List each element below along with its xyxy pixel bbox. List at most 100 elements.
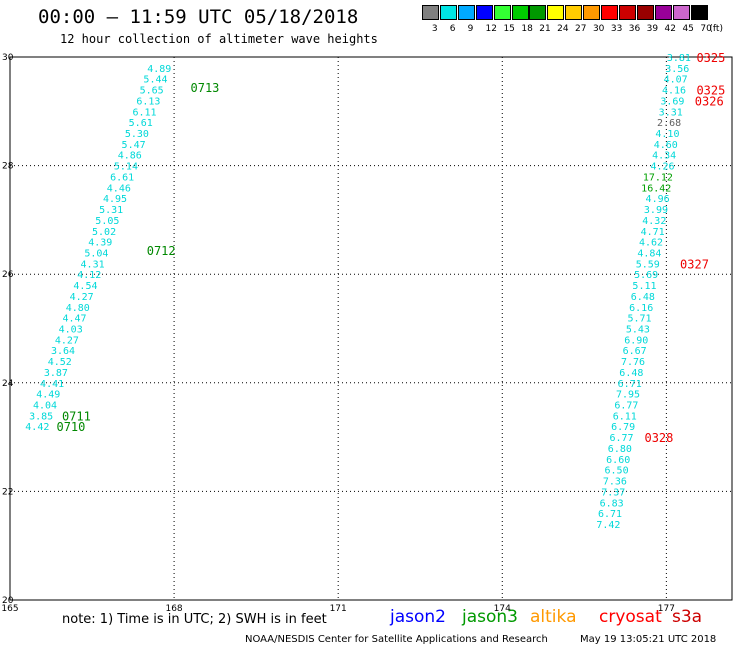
legend-swatch	[690, 5, 708, 20]
wave-height-label: 6.11	[613, 411, 637, 422]
wave-height-label: 4.62	[639, 238, 663, 249]
legend-label: 70	[700, 24, 712, 34]
wave-height-label: 4.46	[107, 183, 131, 194]
wave-height-label: 3.87	[44, 368, 68, 379]
wave-height-label: 3.69	[660, 96, 684, 107]
wave-height-label: 5.65	[140, 86, 164, 97]
wave-height-label: 4.60	[654, 140, 678, 151]
wave-height-label: 4.80	[66, 303, 90, 314]
y-tick-label: 20	[2, 596, 14, 606]
legend-unit: (ft)	[709, 24, 723, 34]
wave-height-label: 3.81	[667, 53, 691, 64]
wave-height-label: 4.27	[70, 292, 94, 303]
y-tick-label: 30	[2, 53, 14, 63]
wave-height-label: 4.27	[55, 335, 79, 346]
x-tick-label: 174	[494, 604, 511, 614]
pass-time-label: 0325	[696, 51, 725, 65]
satellite-jason3: jason3	[462, 607, 518, 627]
legend-label: 12	[485, 24, 497, 34]
wave-height-label: 3.31	[659, 107, 683, 118]
legend-label: 6	[449, 24, 456, 34]
wave-height-label: 4.54	[73, 281, 97, 292]
wave-height-label: 5.43	[626, 325, 650, 336]
wave-height-label: 4.42	[25, 422, 49, 433]
wave-height-label: 6.71	[598, 509, 622, 520]
wave-height-label: 6.83	[600, 498, 624, 509]
legend-swatch	[618, 5, 636, 20]
legend-label: 33	[610, 24, 623, 34]
wave-height-label: 5.02	[92, 227, 116, 238]
wave-height-label: 16.42	[641, 183, 671, 194]
plot-frame	[9, 56, 733, 601]
pass-time-label: 0713	[191, 81, 220, 95]
legend-swatch	[547, 5, 565, 20]
legend-swatch	[457, 5, 475, 20]
pass-time-label: 0327	[680, 257, 709, 271]
legend-swatch	[565, 5, 583, 20]
legend-swatch	[422, 5, 439, 20]
legend-swatch	[601, 5, 618, 20]
legend-label: 27	[575, 24, 587, 34]
wave-height-label: 6.79	[611, 422, 635, 433]
legend-label: 24	[557, 24, 569, 34]
wave-height-label: 4.71	[641, 227, 665, 238]
legend-swatch	[529, 5, 547, 20]
legend-swatch	[439, 5, 457, 20]
wave-height-label: 3.56	[665, 64, 689, 75]
legend-swatch	[475, 5, 493, 20]
chart-title: 00:00 – 11:59 UTC 05/18/2018	[38, 6, 359, 28]
wave-height-label: 6.77	[609, 433, 633, 444]
wave-height-label: 5.47	[122, 140, 146, 151]
satellite-altika: altika	[530, 607, 577, 627]
pass-time-label: 0712	[147, 244, 176, 258]
wave-height-label: 5.31	[99, 205, 123, 216]
wave-height-label: 5.30	[125, 129, 149, 140]
wave-height-label: 6.60	[606, 455, 630, 466]
wave-height-label: 4.47	[62, 314, 86, 325]
wave-height-label: 6.71	[618, 379, 642, 390]
legend-label: 30	[592, 24, 605, 34]
y-tick-label: 26	[2, 270, 14, 280]
wave-height-label: 4.39	[88, 238, 112, 249]
legend-label: 42	[664, 24, 676, 34]
wave-height-label: 6.80	[608, 444, 632, 455]
wave-height-label: 5.59	[636, 259, 660, 270]
wave-height-label: 5.11	[632, 281, 656, 292]
wave-height-label: 6.48	[619, 368, 643, 379]
wave-height-label: 4.03	[59, 325, 83, 336]
pass-time-label: 0710	[56, 420, 85, 434]
wave-height-label: 4.49	[36, 390, 60, 401]
legend-swatch	[511, 5, 529, 20]
legend-label: 45	[682, 24, 694, 34]
satellite-cryosat: cryosat	[599, 607, 662, 627]
wave-height-label: 7.37	[601, 487, 625, 498]
x-tick-label: 165	[1, 604, 18, 614]
x-tick-label: 171	[330, 604, 347, 614]
wave-height-label: 6.90	[624, 335, 648, 346]
wave-height-label: 17.12	[643, 172, 673, 183]
wave-height-label: 6.50	[605, 466, 629, 477]
wave-height-label: 6.67	[623, 346, 647, 357]
legend-label: 15	[503, 24, 515, 34]
credit-line: NOAA/NESDIS Center for Satellite Applica…	[245, 634, 548, 645]
legend-swatch	[636, 5, 654, 20]
wave-height-label: 5.44	[143, 75, 167, 86]
wave-height-label: 7.76	[621, 357, 645, 368]
wave-height-label: 7.95	[616, 390, 640, 401]
satellite-s3a: s3a	[672, 607, 703, 627]
legend-swatch	[654, 5, 672, 20]
chart-subtitle: 12 hour collection of altimeter wave hei…	[60, 32, 378, 46]
wave-height-label: 4.84	[637, 248, 661, 259]
wave-height-label: 5.05	[95, 216, 119, 227]
pass-time-label: 0326	[695, 94, 724, 108]
wave-height-label: 4.12	[77, 270, 101, 281]
wave-height-label: 5.61	[129, 118, 153, 129]
credit-timestamp: May 19 13:05:21 UTC 2018	[580, 634, 717, 645]
wave-height-label: 3.99	[644, 205, 668, 216]
x-tick-label: 168	[165, 604, 182, 614]
wave-height-label: 6.13	[136, 96, 160, 107]
wave-height-label: 4.95	[103, 194, 127, 205]
y-tick-label: 28	[2, 162, 14, 172]
wave-height-label: 4.16	[662, 86, 686, 97]
